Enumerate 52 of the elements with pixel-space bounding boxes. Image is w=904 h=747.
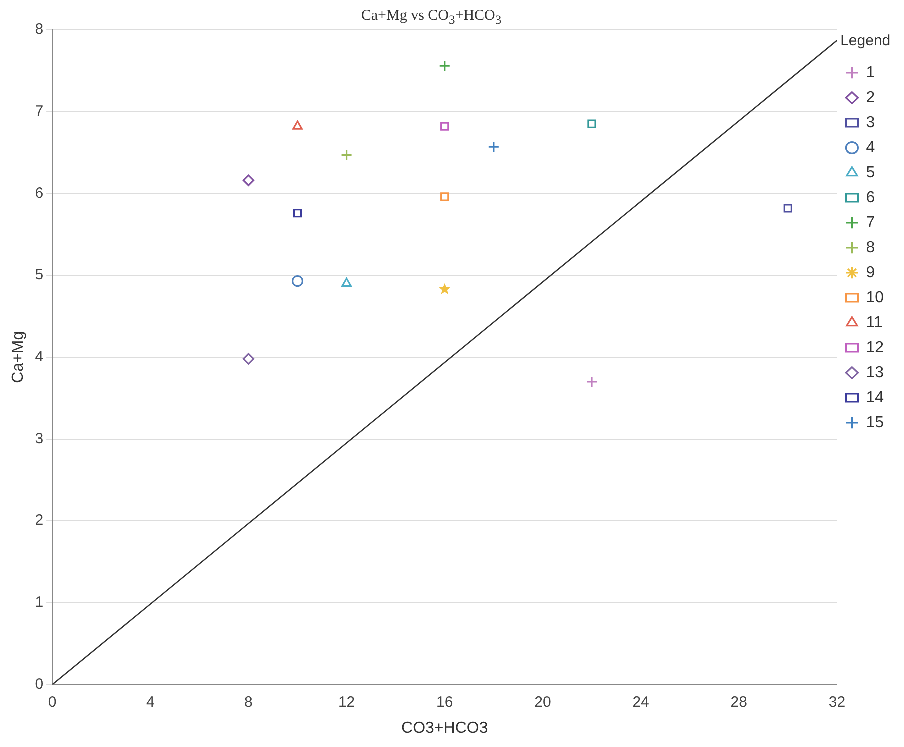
x-tick-label: 8 bbox=[244, 694, 253, 711]
point bbox=[440, 192, 450, 202]
y-tick-label: 0 bbox=[35, 676, 44, 693]
legend-label: 13 bbox=[866, 364, 884, 382]
x-tick-label: 4 bbox=[146, 694, 155, 711]
y-tick-label: 8 bbox=[35, 21, 44, 38]
legend-label: 12 bbox=[866, 339, 884, 356]
point bbox=[784, 204, 792, 213]
legend-label: 15 bbox=[866, 414, 884, 432]
x-tick-label: 24 bbox=[632, 694, 650, 711]
point bbox=[588, 120, 596, 128]
legend-label: 6 bbox=[866, 189, 876, 206]
point bbox=[340, 149, 353, 162]
legend-label: 8 bbox=[866, 239, 876, 256]
y-tick-label: 5 bbox=[35, 266, 44, 284]
x-tick-label: 32 bbox=[828, 694, 846, 711]
point bbox=[242, 353, 255, 365]
point bbox=[586, 376, 598, 388]
chart-title: Ca+Mg vs CO$_{3}$+HCO$_{3}$ bbox=[360, 8, 503, 28]
x-tick-label: 28 bbox=[730, 694, 748, 711]
legend-title: Legend bbox=[840, 32, 891, 50]
y-tick-label: 6 bbox=[35, 184, 44, 202]
legend-label: 10 bbox=[866, 289, 884, 306]
legend-label: 5 bbox=[866, 164, 876, 182]
y-tick-label: 2 bbox=[35, 512, 44, 530]
point bbox=[292, 275, 304, 288]
legend-label: 7 bbox=[866, 214, 876, 232]
legend-label: 2 bbox=[866, 89, 876, 106]
legend-label: 11 bbox=[866, 314, 883, 332]
point bbox=[439, 60, 451, 72]
legend-label: 3 bbox=[866, 114, 876, 132]
x-axis-title: CO3+HCO3 bbox=[402, 720, 488, 737]
legend-label: 9 bbox=[866, 264, 876, 282]
point bbox=[488, 141, 500, 153]
legend-label: 4 bbox=[866, 139, 876, 156]
legend-label: 14 bbox=[866, 389, 884, 406]
legend-label: 1 bbox=[866, 64, 876, 82]
point bbox=[440, 122, 450, 131]
y-axis-title: Ca+Mg bbox=[10, 331, 28, 384]
point bbox=[293, 209, 302, 218]
point bbox=[439, 283, 451, 294]
x-tick-label: 0 bbox=[48, 694, 57, 711]
x-tick-label: 20 bbox=[534, 694, 552, 711]
point bbox=[292, 120, 303, 130]
y-tick-label: 7 bbox=[35, 102, 44, 120]
y-tick-label: 3 bbox=[35, 430, 44, 448]
x-tick-label: 16 bbox=[436, 694, 454, 711]
point bbox=[242, 174, 255, 186]
y-tick-label: 1 bbox=[35, 594, 44, 612]
point bbox=[342, 278, 352, 288]
x-tick-label: 12 bbox=[338, 694, 356, 711]
y-tick-label: 4 bbox=[35, 348, 44, 366]
